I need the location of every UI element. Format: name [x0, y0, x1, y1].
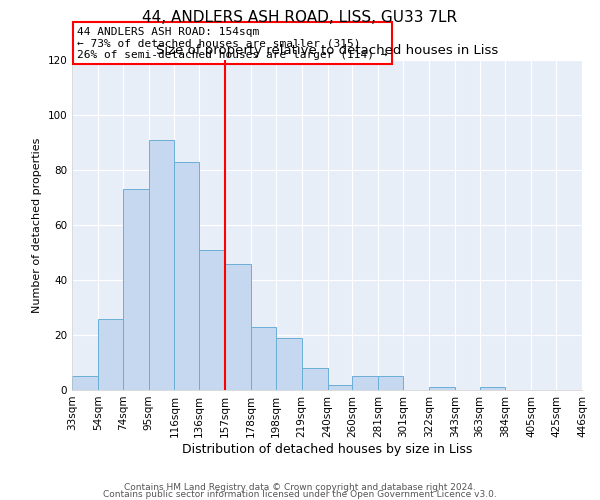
Bar	[72, 376, 98, 390]
Bar	[352, 376, 378, 390]
Bar	[199, 250, 225, 390]
Bar	[328, 384, 352, 390]
Text: Contains public sector information licensed under the Open Government Licence v3: Contains public sector information licen…	[103, 490, 497, 499]
Text: Contains HM Land Registry data © Crown copyright and database right 2024.: Contains HM Land Registry data © Crown c…	[124, 484, 476, 492]
Title: Size of property relative to detached houses in Liss: Size of property relative to detached ho…	[156, 44, 498, 58]
X-axis label: Distribution of detached houses by size in Liss: Distribution of detached houses by size …	[182, 442, 472, 456]
Bar	[479, 387, 505, 390]
Text: 44, ANDLERS ASH ROAD, LISS, GU33 7LR: 44, ANDLERS ASH ROAD, LISS, GU33 7LR	[142, 10, 458, 25]
Bar	[122, 189, 149, 390]
Bar	[251, 327, 276, 390]
Bar	[429, 387, 455, 390]
Bar	[378, 376, 403, 390]
Bar	[276, 338, 302, 390]
Bar	[149, 140, 175, 390]
Bar	[175, 162, 199, 390]
Y-axis label: Number of detached properties: Number of detached properties	[32, 138, 42, 312]
Bar	[225, 264, 251, 390]
Text: 44 ANDLERS ASH ROAD: 154sqm
← 73% of detached houses are smaller (315)
26% of se: 44 ANDLERS ASH ROAD: 154sqm ← 73% of det…	[77, 27, 388, 60]
Bar	[98, 318, 122, 390]
Bar	[302, 368, 328, 390]
